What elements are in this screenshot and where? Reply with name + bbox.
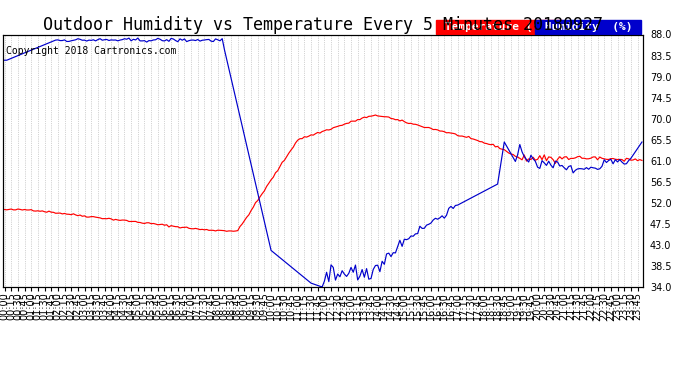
Title: Outdoor Humidity vs Temperature Every 5 Minutes 20180927: Outdoor Humidity vs Temperature Every 5 … [43, 16, 603, 34]
Text: Humidity  (%): Humidity (%) [538, 22, 639, 32]
Text: Temperature (°F): Temperature (°F) [438, 22, 560, 32]
Text: Copyright 2018 Cartronics.com: Copyright 2018 Cartronics.com [6, 46, 176, 56]
